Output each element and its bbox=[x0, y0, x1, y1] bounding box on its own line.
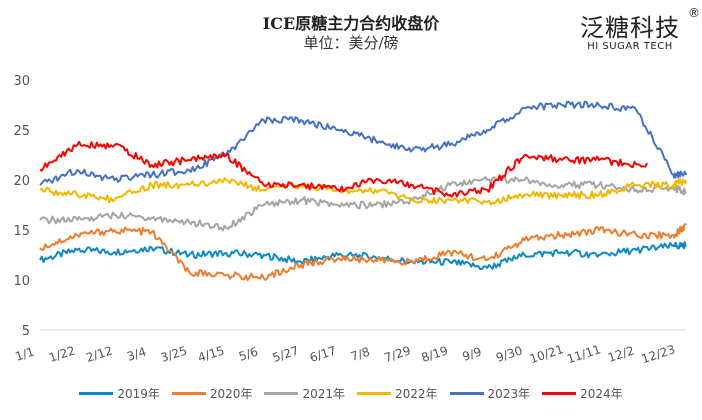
y-tick-label: 30 bbox=[13, 74, 30, 89]
legend-swatch bbox=[264, 392, 299, 395]
legend-item: 2022年 bbox=[357, 385, 438, 402]
legend-item: 2019年 bbox=[79, 385, 160, 402]
legend: 2019年 2020年 2021年 2022年 2023年 2024年 bbox=[0, 385, 702, 402]
series-line-2024 bbox=[39, 140, 648, 198]
y-tick-label: 25 bbox=[13, 124, 30, 139]
legend-label: 2024年 bbox=[580, 387, 623, 401]
x-tick-label: 12/2 bbox=[606, 343, 636, 365]
y-tick-label: 10 bbox=[13, 274, 30, 289]
logo-registered-mark: ® bbox=[688, 6, 700, 20]
legend-swatch bbox=[449, 392, 484, 395]
legend-item: 2023年 bbox=[449, 385, 531, 402]
legend-item: 2021年 bbox=[264, 385, 345, 402]
legend-item: 2020年 bbox=[171, 385, 253, 402]
x-tick-label: 1/22 bbox=[47, 343, 77, 365]
series-line-2020 bbox=[39, 223, 687, 282]
series-line-2019 bbox=[39, 241, 687, 270]
x-tick-label: 3/4 bbox=[125, 345, 148, 364]
legend-swatch bbox=[542, 392, 577, 395]
x-tick-label: 9/30 bbox=[494, 343, 524, 365]
y-tick-label: 15 bbox=[13, 224, 30, 239]
logo-cn: 泛糖科技 bbox=[580, 14, 680, 42]
x-tick-label: 11/11 bbox=[565, 342, 602, 366]
legend-label: 2022年 bbox=[395, 387, 438, 401]
legend-swatch bbox=[171, 392, 206, 395]
logo: 泛糖科技 HI SUGAR TECH ® bbox=[570, 6, 700, 52]
x-tick-label: 9/9 bbox=[461, 345, 484, 364]
logo-en: HI SUGAR TECH bbox=[587, 41, 673, 52]
y-tick-label: 20 bbox=[13, 174, 30, 189]
x-tick-label: 8/19 bbox=[420, 343, 450, 365]
series-line-2021 bbox=[39, 175, 687, 232]
x-tick-label: 7/8 bbox=[349, 345, 372, 364]
series-line-2022 bbox=[39, 177, 687, 206]
x-tick-label: 5/6 bbox=[237, 345, 260, 364]
legend-label: 2020年 bbox=[209, 387, 253, 401]
x-tick-label: 6/17 bbox=[308, 343, 338, 365]
legend-label: 2023年 bbox=[487, 387, 531, 401]
y-tick-label: 5 bbox=[22, 324, 30, 339]
legend-swatch bbox=[357, 392, 391, 395]
x-tick-label: 3/25 bbox=[159, 343, 189, 365]
legend-label: 2021年 bbox=[302, 387, 345, 401]
x-tick-label: 2/12 bbox=[84, 343, 114, 365]
x-tick-label: 12/23 bbox=[640, 342, 677, 366]
x-tick-label: 4/15 bbox=[196, 343, 226, 365]
legend-item: 2024年 bbox=[542, 385, 623, 402]
x-tick-label: 1/1 bbox=[13, 345, 36, 364]
series-line-2023 bbox=[39, 100, 687, 186]
legend-label: 2019年 bbox=[117, 387, 160, 401]
x-tick-label: 5/27 bbox=[271, 343, 301, 365]
x-tick-label: 10/21 bbox=[528, 342, 565, 366]
x-tick-label: 7/29 bbox=[382, 343, 412, 365]
legend-swatch bbox=[79, 392, 114, 395]
chart-subtitle: 单位：美分/磅 bbox=[303, 34, 399, 52]
chart-title: ICE原糖主力合约收盘价 bbox=[262, 14, 440, 33]
